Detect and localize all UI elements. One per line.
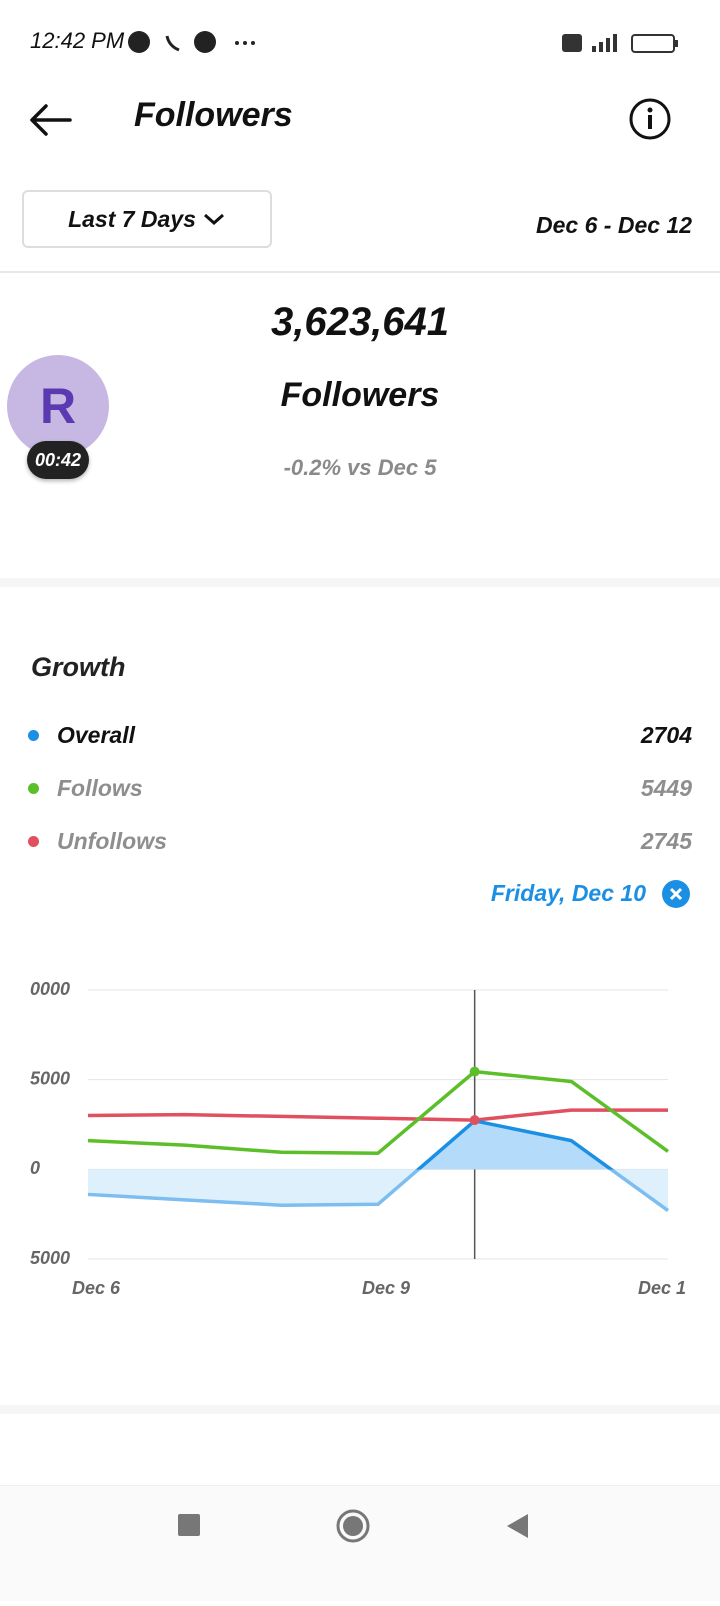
info-button[interactable]: [628, 97, 672, 141]
legend-row[interactable]: Overall 2704: [28, 720, 692, 750]
section-title: Growth: [31, 652, 126, 682]
legend-name: Follows: [57, 774, 143, 801]
count-label: Followers: [280, 376, 440, 414]
back-nav-button[interactable]: [507, 1514, 528, 1538]
selected-point: [469, 1066, 480, 1077]
section-gap: [0, 578, 720, 587]
y-tick-label: 5000: [30, 1068, 70, 1088]
timer: 00:42: [27, 441, 89, 479]
nav-bar: [0, 1485, 720, 1601]
system-icons: [562, 34, 678, 53]
avatar[interactable]: R: [7, 355, 109, 457]
x-tick-label: Dec 6: [72, 1278, 121, 1298]
status-icons: [128, 31, 255, 53]
x-tick-label: Dec 1: [638, 1278, 686, 1298]
legend-value: 2745: [640, 827, 692, 854]
home-button[interactable]: [336, 1509, 370, 1543]
legend-value: 5449: [640, 774, 692, 801]
legend-row[interactable]: Unfollows 2745: [28, 826, 692, 856]
period-label: Last 7 Days: [68, 205, 196, 232]
legend-dot: [28, 835, 39, 847]
legend-name: Overall: [57, 721, 135, 748]
y-tick-label: 0000: [30, 979, 70, 999]
legend-dot: [28, 782, 39, 794]
recents-button[interactable]: [178, 1514, 200, 1536]
period-dropdown[interactable]: Last 7 Days: [22, 190, 272, 248]
back-button[interactable]: [28, 100, 74, 140]
legend-name: Unfollows: [57, 827, 167, 854]
divider: [0, 271, 720, 273]
date-range: Dec 6 - Dec 12: [536, 212, 692, 238]
change-text: -0.2% vs Dec 5: [283, 455, 437, 480]
page-title: Followers: [134, 96, 293, 134]
legend-row[interactable]: Follows 5449: [28, 773, 692, 803]
series-line: [87, 1108, 668, 1122]
selected-day: Friday, Dec 10: [490, 880, 646, 906]
chevron: [203, 213, 224, 226]
nav-buttons: [178, 1509, 528, 1543]
x-tick-label: Dec 9: [362, 1278, 410, 1298]
overall-area: [88, 1120, 668, 1211]
section-gap: [0, 1405, 720, 1414]
y-tick-label: 5000: [30, 1248, 70, 1268]
avatar-initial: R: [39, 378, 77, 434]
series-line: [87, 1119, 670, 1212]
follower-count: 3,623,641: [271, 300, 449, 344]
selected-point: [469, 1115, 480, 1126]
status-time: 12:42 PM: [30, 28, 125, 53]
legend-dot: [28, 729, 39, 741]
clear-selection[interactable]: [662, 880, 690, 908]
series-line: [87, 1069, 670, 1155]
y-tick-label: 0: [30, 1158, 40, 1178]
legend-value: 2704: [640, 721, 692, 748]
